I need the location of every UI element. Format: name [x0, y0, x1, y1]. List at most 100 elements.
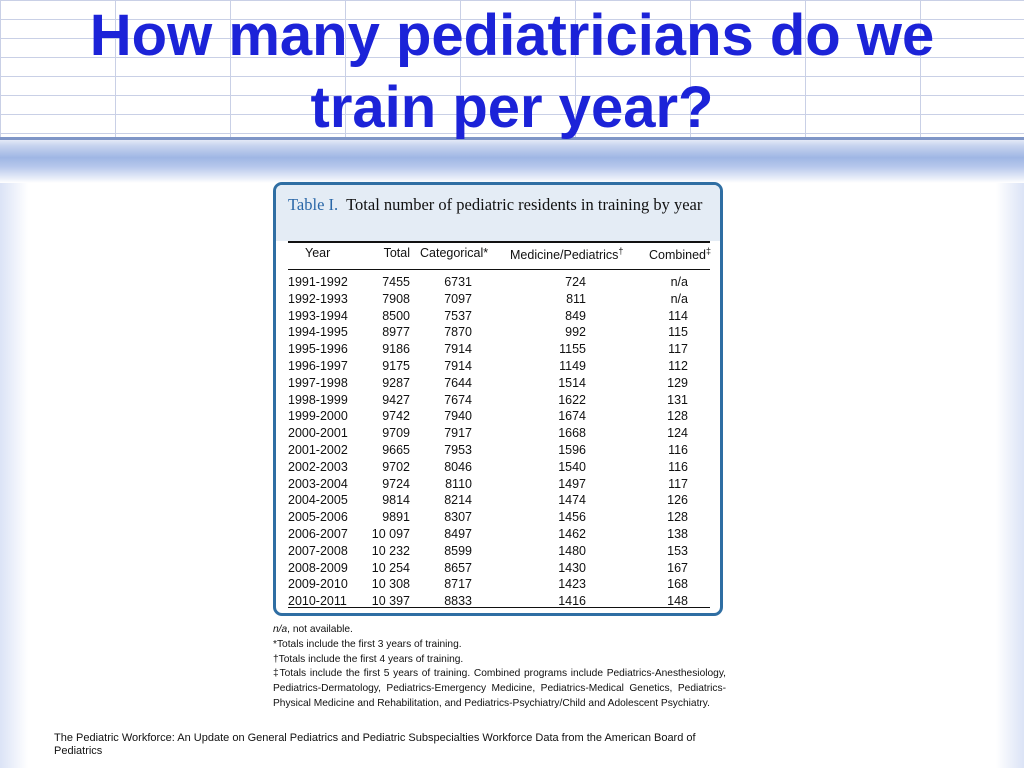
- header-total: Total: [383, 246, 410, 260]
- header-grid-band: [0, 0, 1024, 137]
- cell-combined: 128: [667, 409, 688, 424]
- cell-total: 7908: [382, 291, 410, 306]
- cell-total: 9742: [382, 409, 410, 424]
- header-medicine-pediatrics-label: Medicine/Pediatrics: [510, 248, 619, 263]
- header-stripe: [0, 137, 1024, 183]
- right-edge-gradient: [996, 183, 1024, 768]
- cell-combined: n/a: [670, 275, 688, 289]
- cell-medicine-pediatrics: 1668: [558, 426, 586, 441]
- table-label: Table I.: [288, 195, 339, 214]
- cell-medicine-pediatrics: 849: [565, 308, 586, 323]
- footnote-3: ‡Totals include the first 5 years of tra…: [273, 668, 726, 709]
- cell-year: 1991-1992: [288, 275, 348, 289]
- cell-year: 2003-2004: [288, 476, 348, 491]
- cell-combined: 148: [667, 594, 688, 609]
- cell-total: 9175: [382, 358, 410, 373]
- cell-year: 2007-2008: [288, 543, 348, 558]
- cell-combined: 116: [668, 442, 688, 457]
- cell-total: 10 308: [371, 577, 410, 592]
- header-combined: Combined‡: [649, 246, 719, 262]
- cell-combined: 117: [668, 342, 688, 357]
- cell-medicine-pediatrics: 1474: [558, 493, 586, 508]
- table-row: 1999-2000 9742 7940 1674 128: [288, 408, 710, 425]
- cell-year: 1997-1998: [288, 375, 348, 390]
- table-row: 2009-2010 10 308 8717 1423 168: [288, 576, 710, 593]
- slide-title: How many pediatricians do we train per y…: [0, 0, 1024, 144]
- cell-combined: 112: [668, 358, 688, 373]
- cell-categorical: 8497: [444, 526, 472, 541]
- cell-categorical: 8110: [445, 476, 472, 491]
- cell-medicine-pediatrics: 1416: [558, 594, 586, 609]
- cell-categorical: 8657: [444, 560, 472, 575]
- cell-categorical: 7940: [444, 409, 472, 424]
- table-row: 2000-2001 9709 7917 1668 124: [288, 425, 710, 442]
- cell-medicine-pediatrics: 1456: [558, 510, 586, 525]
- cell-medicine-pediatrics: 1540: [558, 459, 586, 474]
- cell-categorical: 7914: [444, 358, 472, 373]
- cell-total: 9814: [382, 493, 410, 508]
- cell-year: 2010-2011: [288, 594, 347, 609]
- cell-total: 10 254: [371, 560, 410, 575]
- cell-medicine-pediatrics: 811: [566, 291, 586, 306]
- table-row: 1995-1996 9186 7914 1155 117: [288, 341, 710, 358]
- cell-categorical: 7097: [444, 291, 472, 306]
- cell-total: 7455: [382, 275, 410, 289]
- cell-total: 9427: [382, 392, 410, 407]
- table-row: 2004-2005 9814 8214 1474 126: [288, 492, 710, 509]
- cell-medicine-pediatrics: 1674: [558, 409, 586, 424]
- table-row: 2008-2009 10 254 8657 1430 167: [288, 560, 710, 577]
- cell-medicine-pediatrics: 1622: [558, 392, 586, 407]
- table-top-rule: [288, 241, 710, 243]
- table-row: 2001-2002 9665 7953 1596 116: [288, 442, 710, 459]
- table-row: 1992-1993 7908 7097 811 n/a: [288, 291, 710, 308]
- cell-combined: 126: [667, 493, 688, 508]
- table-row: 1993-1994 8500 7537 849 114: [288, 308, 710, 325]
- cell-medicine-pediatrics: 1514: [558, 375, 586, 390]
- header-categorical: Categorical*: [420, 246, 489, 260]
- cell-year: 2006-2007: [288, 526, 348, 541]
- cell-total: 10 097: [371, 526, 410, 541]
- slide-title-line-1: How many pediatricians do we: [89, 3, 935, 68]
- cell-medicine-pediatrics: 1497: [558, 476, 586, 491]
- cell-combined: n/a: [670, 291, 688, 306]
- cell-medicine-pediatrics: 724: [565, 275, 586, 289]
- slide-title-line-2: train per year?: [310, 75, 714, 140]
- table-bottom-rule: [288, 607, 710, 608]
- cell-total: 10 397: [371, 594, 410, 609]
- cell-categorical: 8046: [444, 459, 472, 474]
- cell-categorical: 7674: [444, 392, 472, 407]
- cell-total: 9709: [382, 426, 410, 441]
- cell-combined: 153: [667, 543, 688, 558]
- cell-categorical: 8307: [444, 510, 472, 525]
- cell-categorical: 7644: [444, 375, 472, 390]
- table-caption: Table I. Total number of pediatric resid…: [276, 185, 720, 241]
- cell-total: 9702: [382, 459, 410, 474]
- cell-year: 1998-1999: [288, 392, 348, 407]
- cell-categorical: 8214: [444, 493, 472, 508]
- cell-year: 2005-2006: [288, 510, 348, 525]
- left-edge-gradient: [0, 183, 28, 768]
- cell-combined: 131: [667, 392, 688, 407]
- footnote-na-text: , not available.: [287, 624, 353, 635]
- table-row: 2003-2004 9724 8110 1497 117: [288, 476, 710, 493]
- header-combined-mark: ‡: [705, 246, 711, 256]
- cell-categorical: 6731: [444, 275, 472, 289]
- cell-year: 1992-1993: [288, 291, 348, 306]
- cell-year: 1993-1994: [288, 308, 348, 323]
- source-citation: The Pediatric Workforce: An Update on Ge…: [54, 732, 696, 757]
- cell-medicine-pediatrics: 1155: [559, 342, 586, 357]
- cell-year: 2002-2003: [288, 459, 348, 474]
- cell-combined: 128: [667, 510, 688, 525]
- cell-categorical: 8599: [444, 543, 472, 558]
- cell-combined: 117: [668, 476, 688, 491]
- cell-year: 2001-2002: [288, 442, 348, 457]
- table-row: 1994-1995 8977 7870 992 115: [288, 324, 710, 341]
- table-row: 1997-1998 9287 7644 1514 129: [288, 375, 710, 392]
- cell-combined: 129: [667, 375, 688, 390]
- table-body: 1991-1992 7455 6731 724 n/a 1992-1993 7908 7097…: [288, 274, 710, 610]
- header-medicine-pediatrics: Medicine/Pediatrics†: [510, 246, 650, 262]
- cell-combined: 168: [667, 577, 688, 592]
- cell-combined: 115: [668, 325, 688, 340]
- table-row: 1998-1999 9427 7674 1622 131: [288, 392, 710, 409]
- footnote-na-term: n/a: [273, 624, 288, 635]
